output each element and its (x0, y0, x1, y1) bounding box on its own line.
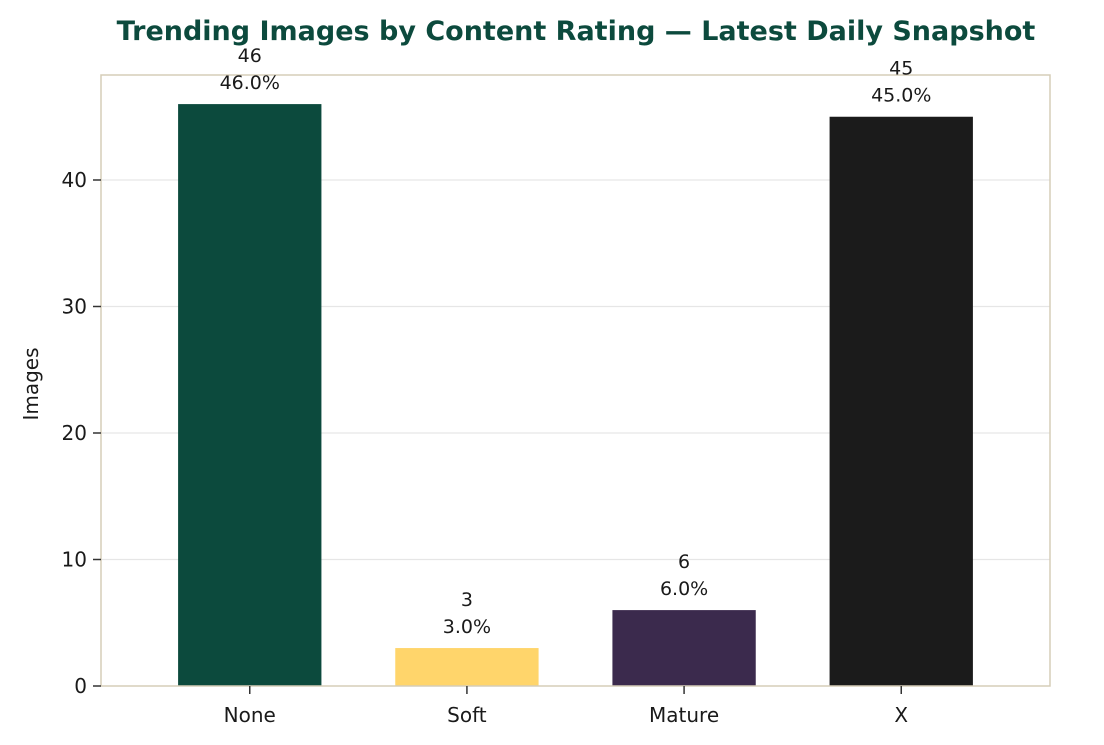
bar-mature (612, 610, 756, 686)
bar-soft (395, 648, 539, 686)
y-tick-label: 30 (62, 294, 87, 318)
chart-title: Trending Images by Content Rating — Late… (117, 16, 1036, 47)
data-label-percent: 3.0% (443, 616, 491, 638)
x-tick-label: Soft (447, 703, 487, 727)
data-label-count: 3 (461, 589, 473, 611)
y-axis: 0 10 20 30 40 (62, 168, 101, 698)
data-label-percent: 6.0% (660, 578, 708, 600)
y-tick-label: 40 (62, 168, 87, 192)
bar-x (829, 116, 973, 686)
data-label-count: 46 (238, 45, 262, 67)
data-label-percent: 46.0% (220, 72, 280, 94)
x-tick-label: None (224, 703, 276, 727)
bars (178, 104, 973, 687)
data-label-count: 6 (678, 551, 690, 573)
plot-frame (100, 74, 1051, 687)
y-tick-label: 20 (62, 421, 87, 445)
data-labels: 46 46.0% 3 3.0% 6 6.0% 45 45.0% (220, 45, 932, 638)
data-label-count: 45 (889, 58, 913, 80)
x-axis: None Soft Mature X (224, 686, 908, 727)
x-tick-label: X (894, 703, 908, 727)
y-axis-label: Images (19, 347, 43, 420)
y-tick-label: 0 (74, 674, 87, 698)
data-label-percent: 45.0% (871, 85, 931, 107)
x-tick-label: Mature (649, 703, 719, 727)
bar-none (178, 104, 322, 687)
y-tick-label: 10 (62, 547, 87, 571)
